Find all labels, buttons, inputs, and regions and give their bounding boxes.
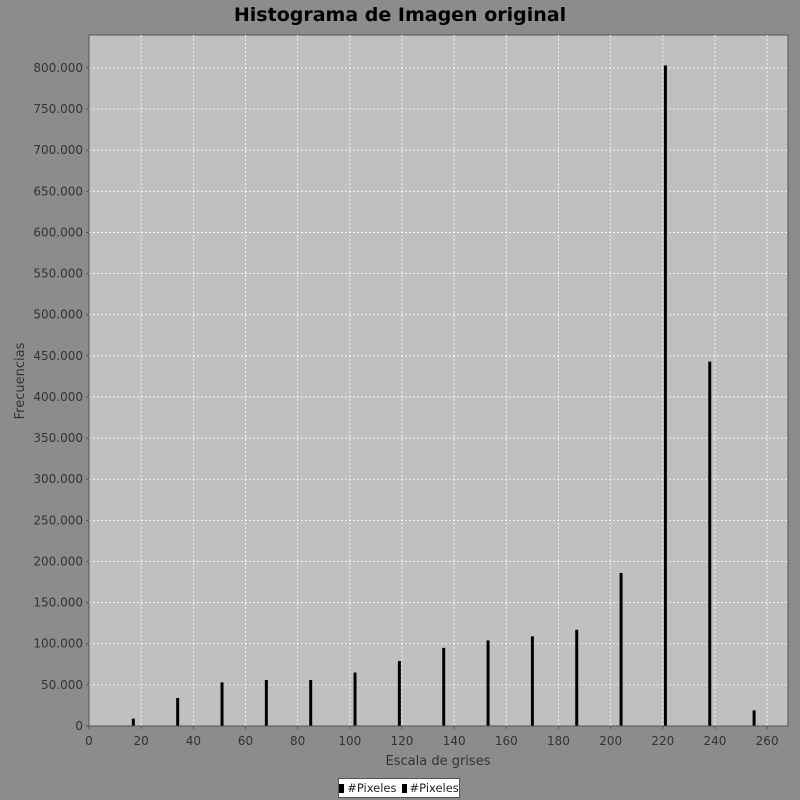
bar-series <box>131 65 756 727</box>
y-tick-label: 550.000 <box>33 267 83 281</box>
y-tick-label: 450.000 <box>33 349 83 363</box>
y-tick-label: 750.000 <box>33 102 83 116</box>
chart-title: Histograma de Imagen original <box>234 4 566 26</box>
plot-area <box>88 34 789 727</box>
histogram-bar <box>220 682 224 726</box>
histogram-bar <box>575 629 579 726</box>
x-tick-label: 140 <box>443 734 466 748</box>
legend-label: #Pixeles <box>347 781 397 795</box>
x-tick-label: 200 <box>599 734 622 748</box>
y-tick-label: 350.000 <box>33 431 83 445</box>
y-tick-label: 500.000 <box>33 308 83 322</box>
axes: 0 50.000 100.000 150.000 200.000 250.000 300.0… <box>33 35 788 748</box>
histogram-bar <box>264 679 268 726</box>
x-tick-label: 0 <box>85 734 93 748</box>
legend: #Pixeles #Pixeles <box>338 778 460 798</box>
legend-label: #Pixeles <box>409 781 459 795</box>
y-tick-label: 0 <box>75 719 83 733</box>
histogram-bar <box>442 647 446 726</box>
legend-swatch-icon <box>339 783 345 793</box>
y-tick-label: 100.000 <box>33 637 83 651</box>
x-tick-label: 20 <box>134 734 149 748</box>
y-tick-label: 300.000 <box>33 472 83 486</box>
grid-lines <box>89 35 788 726</box>
x-tick-label: 120 <box>391 734 414 748</box>
x-tick-label: 40 <box>186 734 201 748</box>
y-tick-label: 200.000 <box>33 554 83 568</box>
y-axis-label: Frecuencias <box>13 342 28 419</box>
x-tick-label: 80 <box>290 734 305 748</box>
x-tick-label: 220 <box>651 734 674 748</box>
x-tick-label: 160 <box>495 734 518 748</box>
x-tick-label: 100 <box>338 734 361 748</box>
x-tick-label: 260 <box>756 734 779 748</box>
x-tick-label: 60 <box>238 734 253 748</box>
histogram-bar <box>663 65 667 727</box>
x-tick-label: 240 <box>704 734 727 748</box>
x-tick-label: 180 <box>547 734 570 748</box>
histogram-bar <box>309 679 313 726</box>
y-tick-label: 50.000 <box>41 678 83 692</box>
x-axis-label: Escala de grises <box>386 754 491 769</box>
y-tick-label: 700.000 <box>33 143 83 157</box>
y-tick-label: 650.000 <box>33 184 83 198</box>
histogram-bar <box>353 672 357 726</box>
histogram-bar <box>619 572 623 726</box>
legend-item: #Pixeles <box>339 781 397 795</box>
y-tick-label: 400.000 <box>33 390 83 404</box>
y-tick-label: 150.000 <box>33 596 83 610</box>
histogram-bar <box>176 698 180 726</box>
y-tick-label: 250.000 <box>33 513 83 527</box>
histogram-bar <box>530 636 534 726</box>
histogram-bar <box>752 710 756 726</box>
legend-item: #Pixeles <box>401 781 459 795</box>
y-tick-label: 800.000 <box>33 61 83 75</box>
legend-swatch-icon <box>401 783 407 793</box>
y-tick-label: 600.000 <box>33 225 83 239</box>
histogram-bar <box>397 661 401 726</box>
histogram-bar <box>486 640 490 726</box>
histogram-bar <box>708 361 712 726</box>
histogram-bar <box>131 718 135 726</box>
